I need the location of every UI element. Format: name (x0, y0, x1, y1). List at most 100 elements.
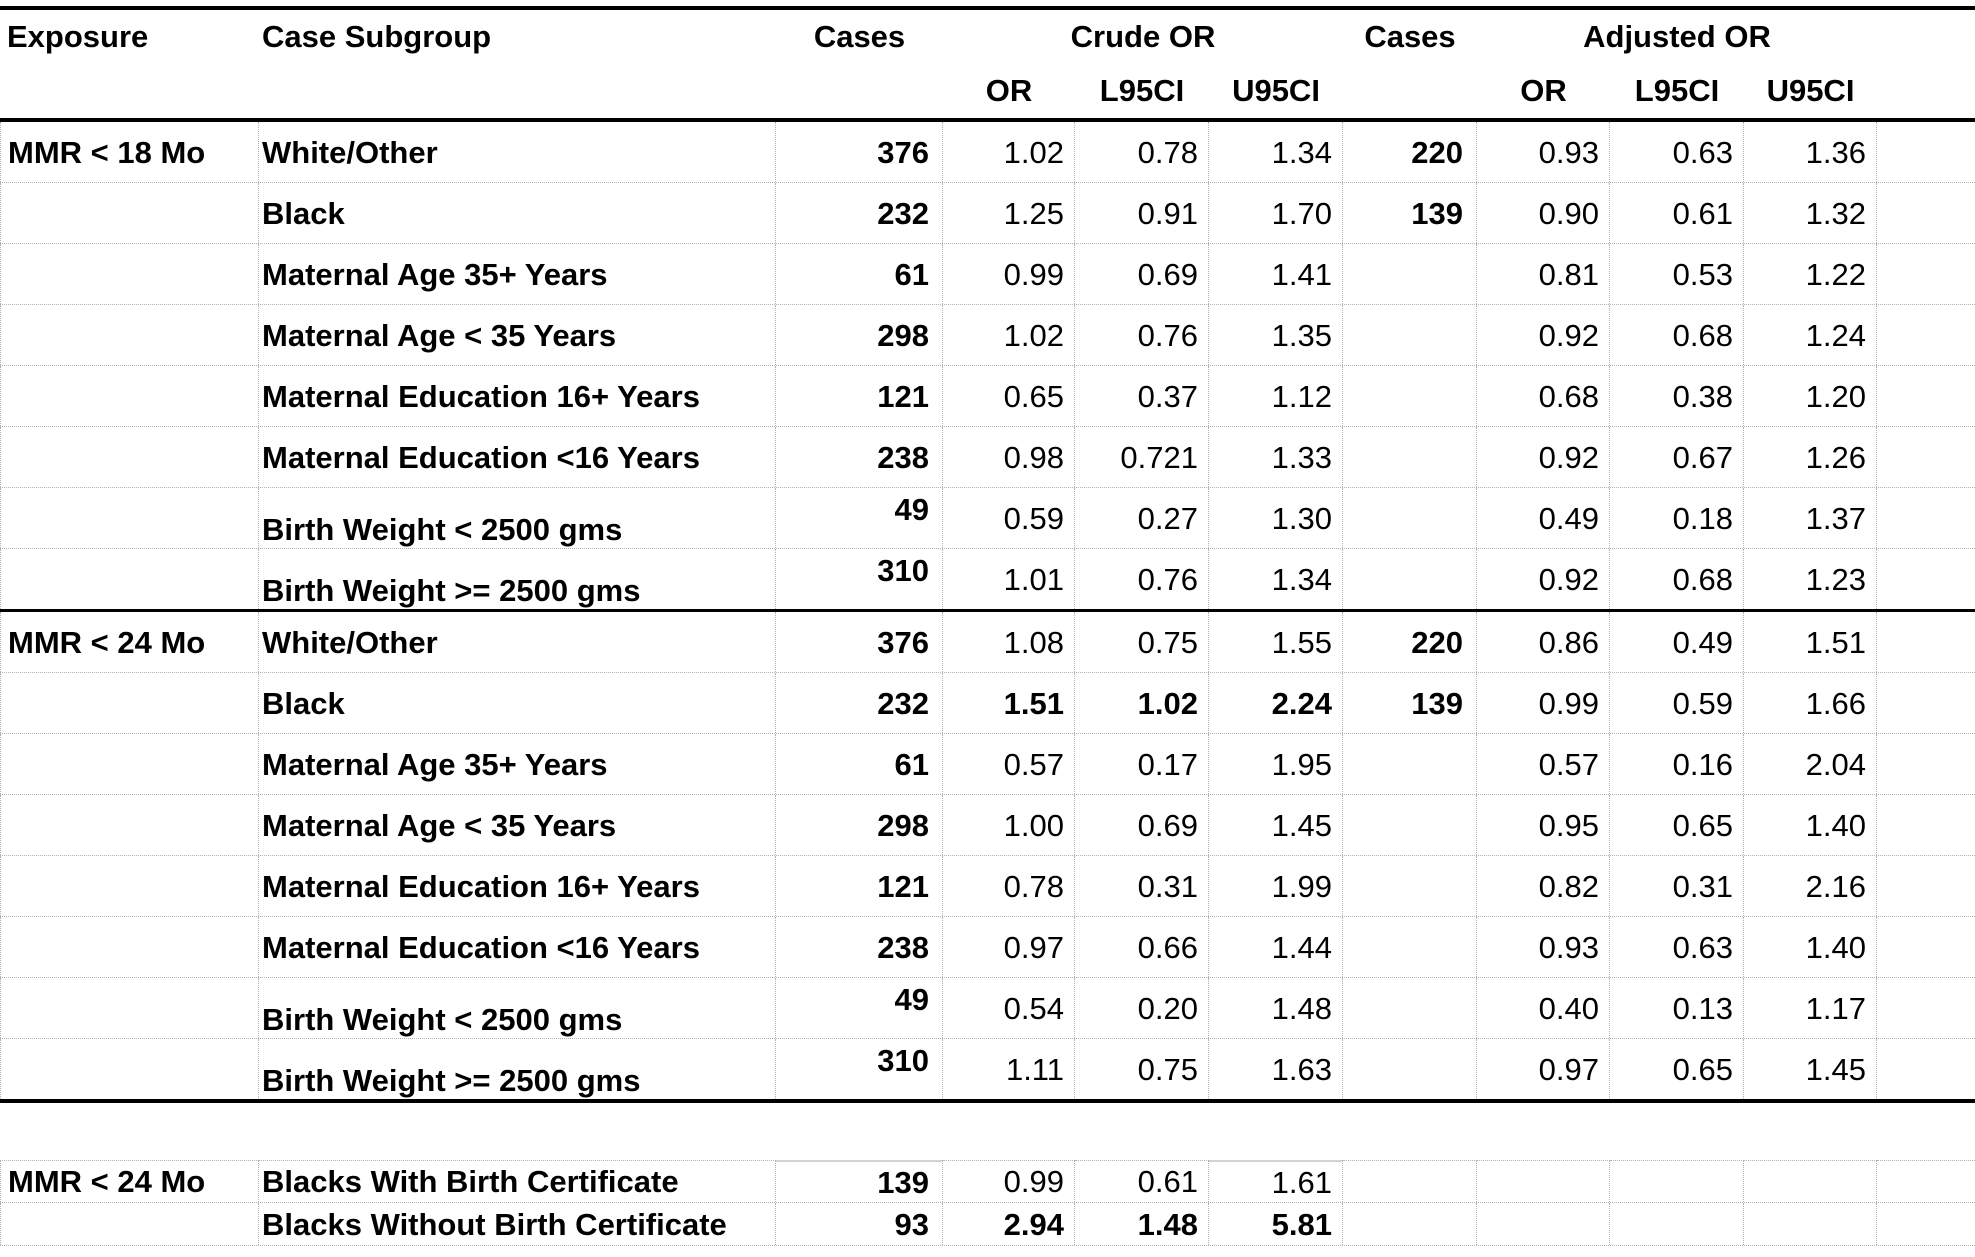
table-row: Maternal Education <16 Years 238 0.97 0.66 1… (0, 917, 1975, 978)
crude-l95-cell: 0.69 (1075, 244, 1209, 304)
subgroup-cell: Black (259, 673, 776, 733)
cases-adjusted-cell (1343, 488, 1477, 548)
table-row: Maternal Education <16 Years 238 0.98 0.721… (0, 427, 1975, 488)
subgroup-cell: Maternal Age < 35 Years (259, 795, 776, 855)
cases-cell: 238 (776, 427, 943, 487)
cases-adjusted-cell (1343, 795, 1477, 855)
adjusted-u95-cell: 2.04 (1744, 734, 1877, 794)
adjusted-u95-cell: 1.20 (1744, 366, 1877, 426)
exposure-cell (0, 488, 259, 548)
spacer-cell (1877, 427, 1975, 487)
adjusted-or-cell: 0.99 (1477, 673, 1610, 733)
cases-cell: 121 (776, 856, 943, 916)
table-row: MMR < 18 Mo White/Other 376 1.02 0.78 1.34 220… (0, 122, 1975, 183)
cases-cell: 238 (776, 917, 943, 977)
crude-or-cell: 1.01 (943, 549, 1075, 609)
crude-or-cell: 1.51 (943, 673, 1075, 733)
header-sub-row: OR L95CI U95CI OR L95CI U95CI (0, 62, 1975, 118)
spacer-cell (1877, 917, 1975, 977)
cases-cell: 121 (776, 366, 943, 426)
crude-u95-cell: 1.34 (1209, 549, 1343, 609)
crude-u95ci-subheader: U95CI (1232, 72, 1320, 108)
subgroup-cell: Blacks With Birth Certificate (259, 1160, 776, 1202)
cases-cell: 310 (776, 549, 943, 609)
subgroup-cell: Maternal Education <16 Years (259, 917, 776, 977)
crude-or-cell: 1.25 (943, 183, 1075, 243)
crude-l95-cell: 0.37 (1075, 366, 1209, 426)
adjusted-u95-cell: 1.45 (1744, 1039, 1877, 1099)
spacer-cell (1877, 1203, 1975, 1245)
cases-adjusted-cell (1343, 427, 1477, 487)
cases-adjusted-cell: 220 (1343, 122, 1477, 182)
crude-or-cell: 0.65 (943, 366, 1075, 426)
crude-u95-cell: 1.55 (1209, 612, 1343, 672)
crude-or-cell: 0.99 (943, 1160, 1075, 1202)
adjusted-or-cell: 0.90 (1477, 183, 1610, 243)
crude-u95-cell: 2.24 (1209, 673, 1343, 733)
exposure-cell (0, 1039, 259, 1099)
header-spacer (1877, 10, 1975, 62)
table-row: MMR < 24 Mo Blacks With Birth Certificate… (0, 1160, 1975, 1203)
adjusted-u95-cell: 2.16 (1744, 856, 1877, 916)
exposure-cell (0, 978, 259, 1038)
adjusted-u95-cell: 1.17 (1744, 978, 1877, 1038)
cases-cell: 310 (776, 1039, 943, 1099)
adjusted-l95-cell (1610, 1160, 1744, 1202)
table-row: Black 232 1.25 0.91 1.70 139 0.90 0.61 1.32 (0, 183, 1975, 244)
adjusted-l95-cell: 0.63 (1610, 917, 1744, 977)
crude-l95-cell: 0.76 (1075, 305, 1209, 365)
cases-adjusted-cell (1343, 244, 1477, 304)
exposure-cell (0, 917, 259, 977)
adjusted-u95-cell (1744, 1203, 1877, 1245)
spacer-cell (1877, 856, 1975, 916)
subgroup-cell: Birth Weight >= 2500 gms (259, 1039, 776, 1099)
exposure-cell (0, 305, 259, 365)
table-row: Blacks Without Birth Certificate 93 2.94 1.… (0, 1203, 1975, 1246)
crude-u95-cell: 1.63 (1209, 1039, 1343, 1099)
adjusted-l95-cell: 0.31 (1610, 856, 1744, 916)
adjusted-l95-cell: 0.65 (1610, 795, 1744, 855)
crude-u95-cell: 1.41 (1209, 244, 1343, 304)
crude-l95-cell: 0.78 (1075, 122, 1209, 182)
spacer-cell (1877, 366, 1975, 426)
adjusted-or-subheader: OR (1520, 72, 1567, 108)
crude-l95-cell: 0.91 (1075, 183, 1209, 243)
crude-or-cell: 0.59 (943, 488, 1075, 548)
adjusted-l95-cell (1610, 1203, 1744, 1245)
subgroup-cell: White/Other (259, 122, 776, 182)
table-row: Maternal Age 35+ Years 61 0.99 0.69 1.41 0.81… (0, 244, 1975, 305)
adjusted-u95-cell (1744, 1160, 1877, 1202)
subgroup-cell: Maternal Age 35+ Years (259, 244, 776, 304)
cases-cell: 61 (776, 244, 943, 304)
exposure-cell (0, 549, 259, 609)
subgroup-cell: Black (259, 183, 776, 243)
table-row: Maternal Age < 35 Years 298 1.00 0.69 1.45 0.… (0, 795, 1975, 856)
table-row: Birth Weight >= 2500 gms 310 1.11 0.75 1.63 0… (0, 1039, 1975, 1103)
crude-l95-cell: 0.75 (1075, 612, 1209, 672)
subgroup-cell: Maternal Education 16+ Years (259, 366, 776, 426)
exposure-cell: MMR < 18 Mo (0, 122, 259, 182)
cases-adjusted-cell: 139 (1343, 183, 1477, 243)
table-row: Maternal Education 16+ Years 121 0.78 0.31 1… (0, 856, 1975, 917)
cases-adjusted-cell (1343, 734, 1477, 794)
col-header-exposure: Exposure (7, 18, 149, 54)
exposure-cell: MMR < 24 Mo (0, 1160, 259, 1202)
exposure-cell (0, 1203, 259, 1245)
cases-adjusted-cell (1343, 856, 1477, 916)
subgroup-cell: Maternal Age 35+ Years (259, 734, 776, 794)
table-row: Maternal Age < 35 Years 298 1.02 0.76 1.35 0.… (0, 305, 1975, 366)
adjusted-u95-cell: 1.40 (1744, 795, 1877, 855)
adjusted-l95-cell: 0.16 (1610, 734, 1744, 794)
crude-or-subheader: OR (985, 72, 1033, 108)
cases-cell: 61 (776, 734, 943, 794)
cases-adjusted-cell (1343, 549, 1477, 609)
crude-or-cell: 0.98 (943, 427, 1075, 487)
adjusted-l95-cell: 0.68 (1610, 305, 1744, 365)
exposure-cell (0, 183, 259, 243)
spacer-cell (1877, 244, 1975, 304)
adjusted-u95-cell: 1.37 (1744, 488, 1877, 548)
spacer-cell (1877, 673, 1975, 733)
crude-or-cell: 0.57 (943, 734, 1075, 794)
adjusted-u95-cell: 1.36 (1744, 122, 1877, 182)
table-row: Maternal Age 35+ Years 61 0.57 0.17 1.95 0.57… (0, 734, 1975, 795)
